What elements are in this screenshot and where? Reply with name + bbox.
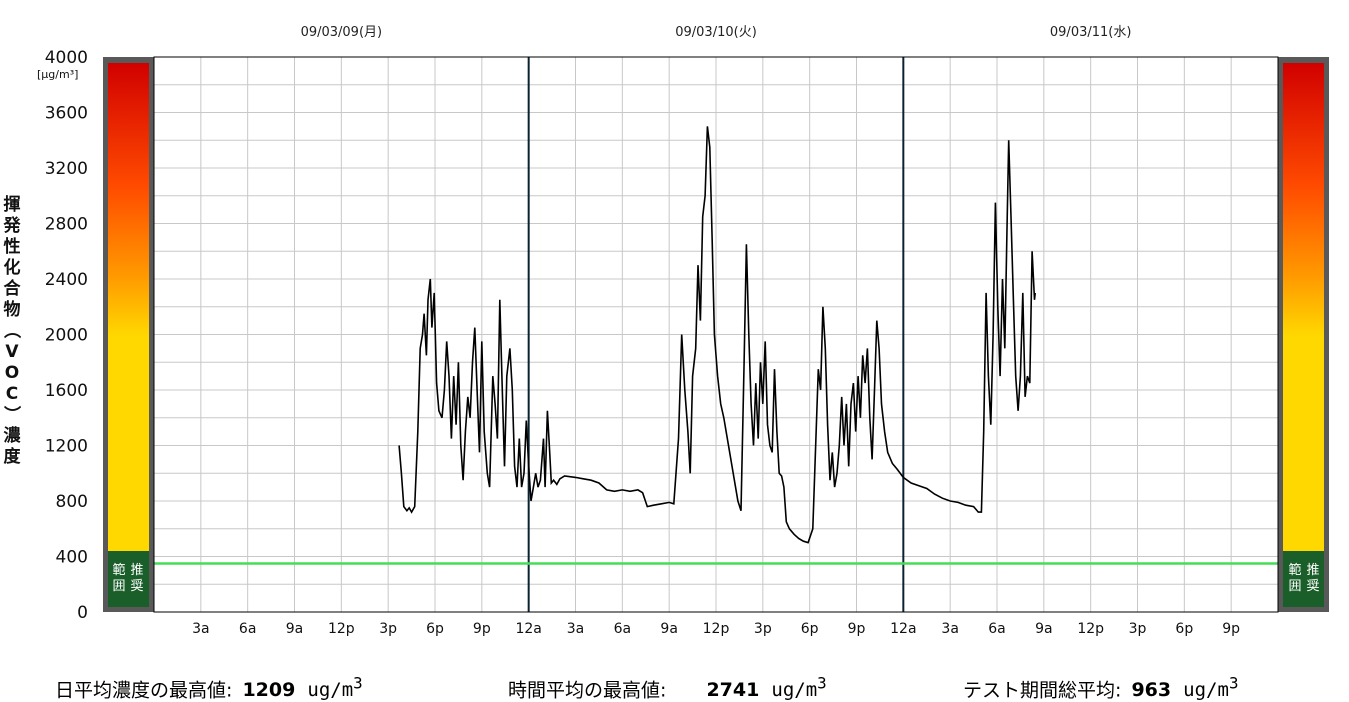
y-label-char: V [5,342,19,362]
left-color-scale [103,57,154,612]
x-tick-label: 12a [515,621,541,637]
rec-range-char: 推 [1306,563,1319,578]
hourly-max-unit: ug/m3 [771,674,827,702]
x-tick-label: 3a [941,621,959,637]
y-label-char: 濃 [4,425,22,446]
x-tick-label: 12a [890,621,916,637]
date-label: 09/03/11(水) [1050,25,1132,40]
y-label-char: 発 [3,215,22,236]
x-tick-label: 9p [473,621,491,637]
x-tick-label: 12p [703,621,730,637]
y-label-char: 揮 [4,194,21,215]
y-tick-label: 2800 [45,215,88,235]
y-tick-label: 800 [56,492,88,512]
y-tick-label: 1200 [45,437,88,457]
y-tick-label: 1600 [45,381,88,401]
y-unit-label: [μg/m³] [37,68,78,81]
y-axis-ticks: 0 400 800 1200 1600 2000 2400 2800 3200 3600 4000 [45,48,88,623]
x-tick-label: 9a [1035,621,1053,637]
x-tick-label: 6p [801,621,819,637]
hourly-max-label: 時間平均の最高値: [508,679,667,702]
y-label-char: 物 [4,299,21,320]
right-color-scale [1278,57,1329,612]
y-label-char: （ [1,322,22,339]
total-avg-stat: テスト期間総平均: 963 ug/m3 [963,674,1238,702]
y-tick-label: 3600 [45,104,88,124]
total-avg-value: 963 [1131,679,1172,702]
summary-stats: 日平均濃度の最高値: 1209 ug/m3 時間平均の最高値: 2741 ug/… [0,672,1349,702]
daily-max-value: 1209 [242,679,296,702]
x-tick-label: 3a [567,621,585,637]
date-label: 09/03/09(月) [301,25,383,40]
x-tick-label: 9a [286,621,304,637]
y-label-char: O [5,363,19,383]
x-tick-label: 3a [192,621,210,637]
y-tick-label: 2400 [45,270,88,290]
hourly-max-value: 2741 [706,679,760,702]
y-label-char: 合 [4,278,22,299]
y-tick-label: 4000 [45,48,88,68]
x-tick-label: 3p [754,621,772,637]
rec-range-char: 奨 [1306,579,1319,594]
voc-series-line [398,126,1036,544]
y-tick-label: 400 [56,548,88,568]
y-tick-label: 0 [77,603,88,623]
y-label-char: 性 [4,236,21,257]
x-tick-label: 12p [328,621,355,637]
daily-max-stat: 日平均濃度の最高値: 1209 ug/m3 [55,674,363,702]
rec-range-char: 範 [1288,563,1301,578]
day-dividers [527,57,905,612]
total-avg-unit: ug/m3 [1183,674,1239,702]
hourly-max-stat: 時間平均の最高値: 2741 ug/m3 [508,674,827,702]
rec-range-char: 囲 [112,579,125,594]
x-tick-label: 9p [1222,621,1240,637]
y-label-char: ） [1,406,22,423]
date-label: 09/03/10(火) [675,25,757,40]
x-tick-label: 3p [1129,621,1147,637]
y-tick-label: 2000 [45,326,88,346]
x-tick-label: 6p [426,621,444,637]
x-tick-label: 9p [848,621,866,637]
x-tick-label: 6a [988,621,1006,637]
y-tick-label: 3200 [45,159,88,179]
x-tick-label: 6p [1175,621,1193,637]
x-tick-label: 6a [239,621,257,637]
total-avg-label: テスト期間総平均: [963,679,1122,702]
plot-border [153,56,1279,613]
x-tick-label: 9a [660,621,678,637]
rec-range-char: 囲 [1288,579,1301,594]
daily-max-unit: ug/m3 [307,674,363,702]
grid-lines [154,57,1278,612]
rec-range-char: 奨 [130,579,143,594]
y-label-char: 度 [4,446,22,467]
y-label-char: 化 [4,257,21,278]
x-tick-label: 6a [614,621,632,637]
x-tick-label: 3p [379,621,397,637]
rec-range-char: 範 [112,563,125,578]
x-tick-label: 12p [1077,621,1104,637]
y-label-char: C [6,384,18,404]
daily-max-label: 日平均濃度の最高値: [55,679,233,702]
rec-range-char: 推 [130,563,143,578]
x-axis-ticks: 3a 6a 9a 12p 3p 6p 9p 12a 3a 6a 9a 12p 3p 6p 9p 12a 3a 6a… [192,621,1240,637]
date-labels: 09/03/09(月) 09/03/10(火) 09/03/11(水) [301,25,1132,40]
